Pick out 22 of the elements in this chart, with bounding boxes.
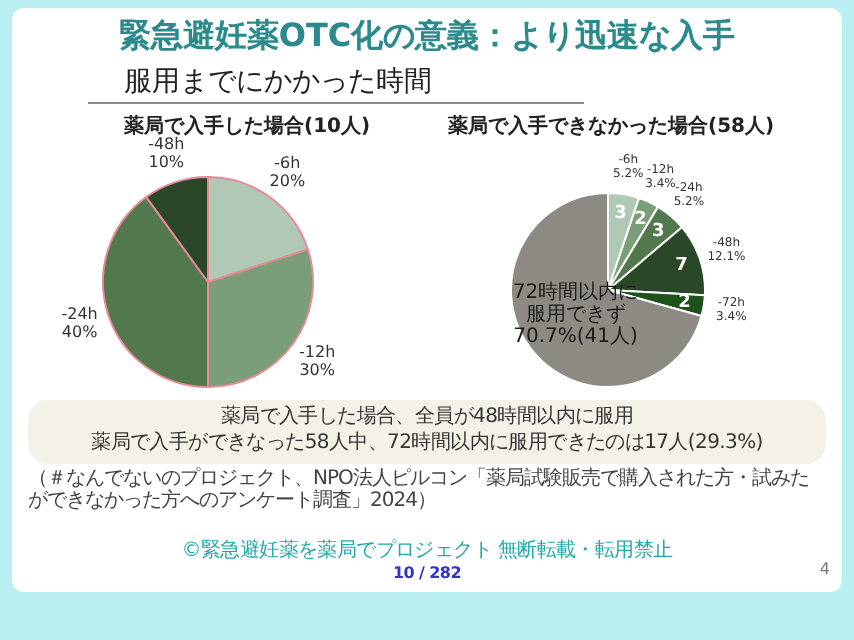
data-label: 20% (269, 171, 306, 190)
text: 薬局で入手ができなった58人中、72時間以内に服用できたのは17人(29.3%) (89, 430, 765, 456)
text: 緊急避妊薬OTC化の意義：より迅速な入手 (116, 16, 738, 58)
text: ©緊急避妊薬を薬局でプロジェクト 無断転載・転用禁止 (181, 540, 673, 562)
data-label: 2 (634, 210, 647, 231)
chart-title: 薬局で入手した場合(10人) (124, 113, 371, 138)
text: 服用までにかかった時間 (88, 64, 584, 104)
data-label: 30% (299, 360, 336, 379)
data-label: 3 (651, 221, 665, 242)
chart-title: 薬局で入手できなかった場合(58人) (448, 113, 775, 140)
slice-label: -24h (61, 304, 98, 323)
data-label: 10% (148, 152, 185, 171)
slice-label: -48h (148, 134, 185, 153)
data-label: 3 (614, 204, 627, 225)
text: 10 / 282 (393, 564, 461, 582)
slice-label: -12h (299, 342, 336, 361)
data-label: 40% (61, 322, 99, 341)
text: （＃なんでないのプロジェクト、NPO法人ピルコン「薬局試験販売で購入された方・試みたができなかった方へのアンケート調査」2024） (28, 468, 811, 512)
slice-label: -6h (274, 153, 301, 172)
data-label: 7 (675, 255, 688, 276)
text: 4 (819, 560, 830, 578)
text: 薬局で入手した場合、全員が48時間以内に服用 (218, 404, 636, 430)
